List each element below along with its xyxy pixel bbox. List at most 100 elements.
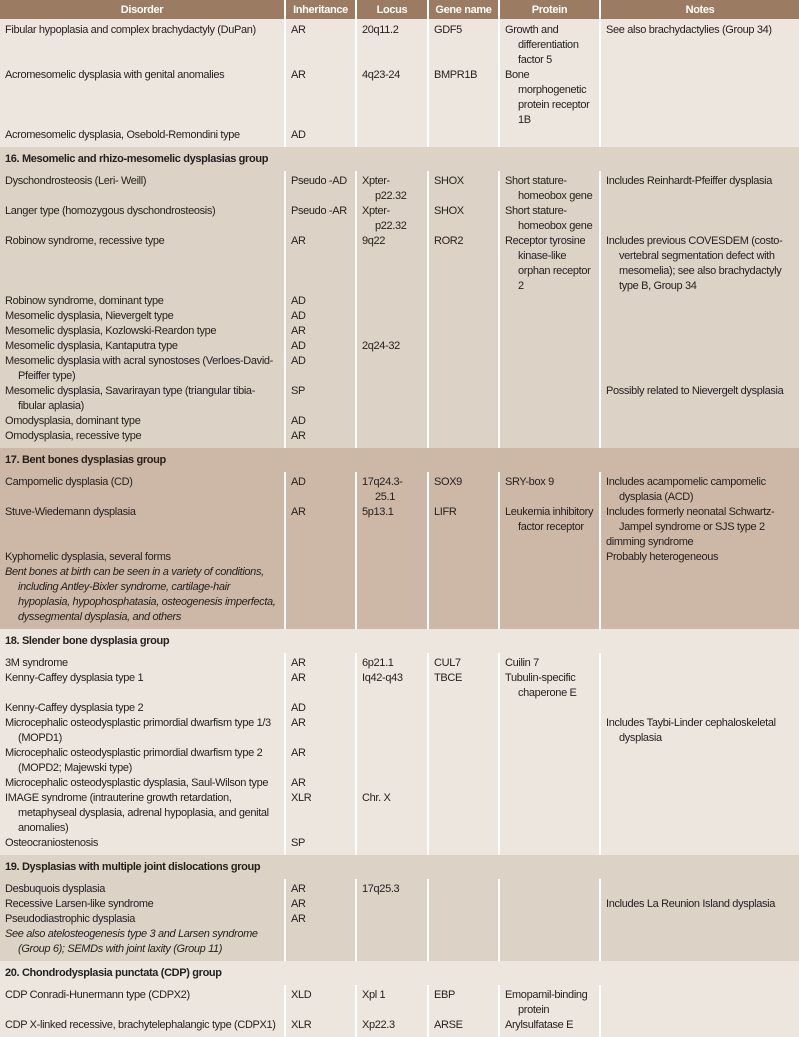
cell-inheritance: AD: [284, 414, 356, 429]
cell-notes: [599, 565, 799, 629]
cell-protein: [498, 309, 600, 324]
table-row: Recessive Larsen-like syndrome AR Includes…: [0, 897, 799, 912]
cell-locus: 9q22: [355, 234, 428, 294]
cell-disorder: Microcephalic osteodysplastic primordial…: [0, 716, 285, 746]
section-title: 17. Bent bones dysplasias group: [0, 448, 799, 472]
cell-locus: Xpl 1: [355, 985, 428, 1018]
cell-disorder: Mesomelic dysplasia, Savarirayan type (t…: [0, 384, 285, 414]
cell-protein: Growth and differentiation factor 5: [498, 19, 600, 68]
cell-locus: [355, 716, 428, 746]
cell-locus: Iq42-q43: [355, 671, 428, 701]
table-row: Mesomelic dysplasia, Kozlowski-Reardon t…: [0, 324, 799, 339]
cell-disorder: See also atelosteogenesis type 3 and Lar…: [0, 927, 285, 961]
cell-locus: [355, 324, 428, 339]
cell-gene: [427, 384, 499, 414]
cell-notes: dimming syndrome: [599, 535, 799, 550]
cell-notes: [599, 309, 799, 324]
table-row: Osteocraniostenosis SP: [0, 836, 799, 855]
cell-locus: [355, 384, 428, 414]
cell-inheritance: SP: [284, 384, 356, 414]
cell-disorder: CDP Conradi-Hunermann type (CDPX2): [0, 985, 285, 1018]
cell-disorder: Desbuquois dysplasia: [0, 879, 285, 897]
cell-notes: [599, 776, 799, 791]
cell-protein: [498, 324, 600, 339]
cell-notes: [599, 68, 799, 128]
cell-notes: Includes previous COVESDEM (costo-verteb…: [599, 234, 799, 294]
cell-inheritance: AR: [284, 776, 356, 791]
cell-protein: [498, 776, 600, 791]
cell-gene: [427, 414, 499, 429]
header-inheritance: Inheritance: [284, 0, 356, 19]
table-row: Mesomelic dysplasia, Nievergelt type AD: [0, 309, 799, 324]
cell-inheritance: [284, 565, 356, 629]
cell-protein: [498, 879, 600, 897]
cell-protein: Leukemia inhibitory factor receptor: [498, 505, 600, 535]
cell-notes: [599, 294, 799, 309]
cell-locus: [355, 128, 428, 147]
table-row: CDP X-linked recessive, brachytelephalan…: [0, 1018, 799, 1037]
cell-disorder: Pseudodiastrophic dysplasia: [0, 912, 285, 927]
cell-protein: Short stature- homeobox gene: [498, 204, 600, 234]
cell-gene: [427, 354, 499, 384]
cell-disorder: 3M syndrome: [0, 653, 285, 671]
cell-locus: Xpter- p22.32: [355, 171, 428, 204]
cell-notes: [599, 927, 799, 961]
header-notes: Notes: [599, 0, 799, 19]
cell-inheritance: AD: [284, 128, 356, 147]
cell-locus: [355, 414, 428, 429]
cell-notes: [599, 414, 799, 429]
cell-disorder: Osteocraniostenosis: [0, 836, 285, 855]
cell-inheritance: [284, 550, 356, 565]
section-title: 16. Mesomelic and rhizo-mesomelic dyspla…: [0, 147, 799, 171]
table-row: Bent bones at birth can be seen in a var…: [0, 565, 799, 629]
cell-locus: [355, 429, 428, 448]
cell-inheritance: AR: [284, 879, 356, 897]
cell-disorder: Langer type (homozygous dyschondrosteosi…: [0, 204, 285, 234]
cell-locus: Chr. X: [355, 791, 428, 836]
cell-protein: Emopamil-binding protein: [498, 985, 600, 1018]
cell-notes: [599, 354, 799, 384]
cell-inheritance: SP: [284, 836, 356, 855]
cell-notes: Includes Taybi-Linder cephaloskeletal dy…: [599, 716, 799, 746]
cell-inheritance: AD: [284, 701, 356, 716]
cell-protein: [498, 716, 600, 746]
cell-gene: TBCE: [427, 671, 499, 701]
cell-locus: 6p21.1: [355, 653, 428, 671]
cell-disorder: Acromesomelic dysplasia with genital ano…: [0, 68, 285, 128]
cell-protein: [498, 927, 600, 961]
table-row: Dyschondrosteosis (Leri- Weill) Pseudo -A…: [0, 171, 799, 204]
cell-locus: [355, 535, 428, 550]
header-row: Disorder Inheritance Locus Gene name Pro…: [0, 0, 799, 19]
table-row: Pseudodiastrophic dysplasia AR: [0, 912, 799, 927]
cell-gene: [427, 836, 499, 855]
cell-locus: 20q11.2: [355, 19, 428, 68]
cell-protein: [498, 912, 600, 927]
cell-disorder: Campomelic dysplasia (CD): [0, 472, 285, 505]
table-row: See also atelosteogenesis type 3 and Lar…: [0, 927, 799, 961]
cell-protein: [498, 791, 600, 836]
cell-inheritance: AD: [284, 294, 356, 309]
cell-inheritance: AR: [284, 671, 356, 701]
cell-disorder: Bent bones at birth can be seen in a var…: [0, 565, 285, 629]
cell-gene: [427, 776, 499, 791]
table-row: Desbuquois dysplasia AR 17q25.3: [0, 879, 799, 897]
cell-inheritance: AR: [284, 716, 356, 746]
cell-locus: [355, 776, 428, 791]
cell-gene: [427, 912, 499, 927]
cell-inheritance: AR: [284, 429, 356, 448]
cell-notes: [599, 836, 799, 855]
cell-notes: [599, 671, 799, 701]
cell-locus: [355, 912, 428, 927]
cell-notes: [599, 339, 799, 354]
cell-disorder: Mesomelic dysplasia, Nievergelt type: [0, 309, 285, 324]
cell-disorder: Mesomelic dysplasia, Kozlowski-Reardon t…: [0, 324, 285, 339]
table-row: Fibular hypoplasia and complex brachydac…: [0, 19, 799, 68]
cell-locus: Xp22.3: [355, 1018, 428, 1037]
cell-protein: [498, 701, 600, 716]
cell-disorder: Microcephalic osteodysplastic primordial…: [0, 746, 285, 776]
cell-disorder: Microcephalic osteodysplastic dysplasia,…: [0, 776, 285, 791]
cell-locus: [355, 550, 428, 565]
section-header-row: 18. Slender bone dysplasia group: [0, 629, 799, 653]
cell-gene: SHOX: [427, 171, 499, 204]
cell-gene: [427, 791, 499, 836]
